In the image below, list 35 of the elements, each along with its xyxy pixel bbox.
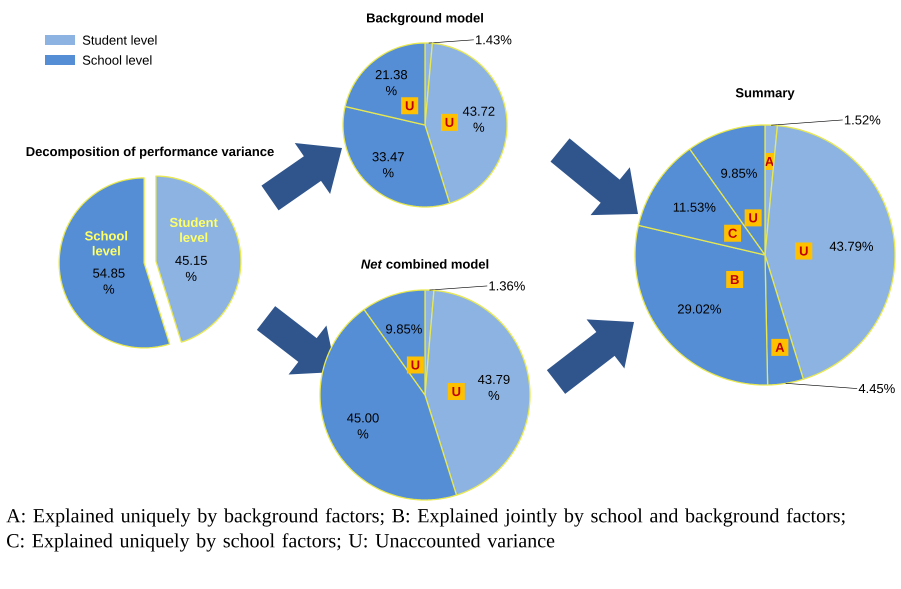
data-label: 54.85 % [93, 268, 125, 294]
data-label: 1.43% [476, 35, 512, 44]
slice-label: A [776, 342, 784, 352]
text: Decomposition of performance variance [26, 146, 274, 159]
data-label: 43.79% [830, 242, 873, 251]
legend-label: Student level [82, 35, 156, 45]
data-label: 1.52% [844, 115, 880, 125]
slice-label: Student level [170, 218, 218, 242]
slice-label: U [452, 387, 460, 396]
slice-label: C [728, 228, 737, 238]
chart-title: Net combined model [361, 259, 488, 269]
data-label: 29.02% [678, 304, 721, 314]
slice-label: U [446, 118, 454, 127]
chart-title: Background model [367, 12, 483, 26]
slice-label: U [800, 246, 808, 256]
data-label: 9.85% [386, 324, 422, 334]
data-label: 21.38 % [376, 70, 408, 96]
slice-label: U [749, 213, 758, 222]
slice-label: U [406, 101, 414, 110]
data-label: 1.36% [489, 281, 525, 290]
data-label: 45.00 % [346, 413, 379, 438]
slice-label: A [765, 157, 774, 166]
data-label: 11.53% [674, 202, 716, 212]
data-label: 45.15 % [175, 256, 207, 281]
data-label: 4.45% [858, 384, 895, 394]
data-label: 43.79 % [478, 374, 510, 400]
slice-label: School level [85, 230, 128, 256]
chart-title: Summary [736, 88, 795, 100]
data-label: 43.72 % [462, 106, 494, 132]
slice-label: B [730, 275, 739, 284]
data-label: 9.85% [721, 168, 757, 178]
data-label: 33.47 % [372, 152, 404, 178]
legend-label: School level [82, 55, 152, 65]
slice-label: U [412, 360, 420, 370]
text: A: Explained uniquely by background factors; B: Explained jointly by school and background factors; C: Explained uniquely by school factors; U: Unaccounted variance [6, 508, 845, 552]
